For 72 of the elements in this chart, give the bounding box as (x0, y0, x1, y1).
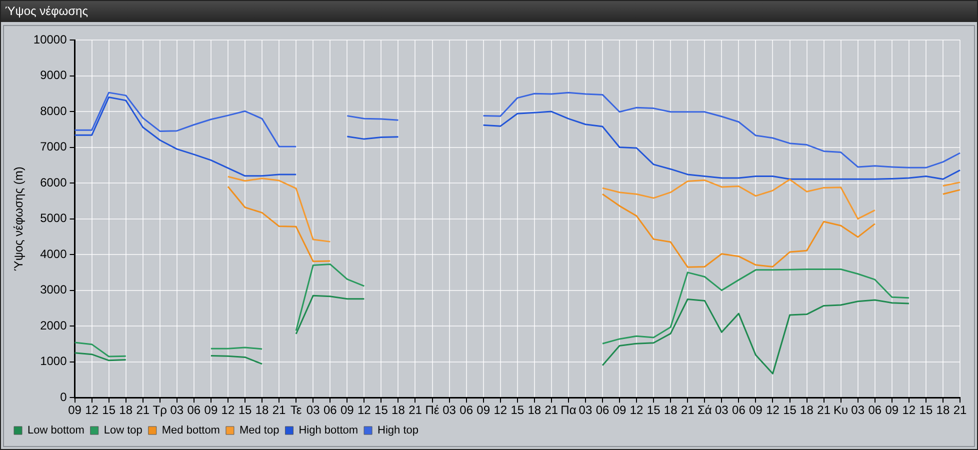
x-tick-label: 06 (732, 403, 746, 418)
x-tick-label: 18 (255, 403, 270, 418)
x-tick-label: 06 (596, 403, 610, 418)
x-tick-label: 12 (357, 403, 372, 418)
y-tick-label: 6000 (40, 175, 68, 190)
x-tick-label: 06 (868, 403, 882, 418)
x-tick-label: 09 (476, 403, 490, 418)
y-tick-label: 3000 (40, 282, 68, 297)
x-tick-label: Τε (290, 403, 302, 418)
x-tick-label: 21 (544, 403, 558, 418)
x-tick-label: 18 (664, 403, 678, 418)
y-tick-label: 2000 (40, 318, 68, 332)
x-tick-label: 21 (408, 403, 422, 418)
x-tick-label: 12 (221, 403, 235, 418)
x-tick-label: Σά (697, 403, 712, 418)
legend-label: Med top (239, 424, 280, 437)
legend-label: High top (378, 424, 419, 437)
legend-label: Low bottom (28, 424, 84, 437)
x-tick-label: 15 (238, 403, 252, 418)
x-tick-label: 21 (817, 403, 831, 418)
x-tick-label: 09 (68, 403, 82, 418)
x-tick-label: 15 (646, 403, 661, 418)
x-tick-label: 09 (612, 403, 627, 418)
x-tick-label: 18 (119, 403, 133, 418)
x-tick-label: 15 (783, 403, 797, 418)
legend-label: High bottom (298, 424, 358, 437)
x-tick-label: Κυ (834, 403, 848, 418)
y-tick-label: 8000 (40, 104, 68, 118)
x-tick-label: 15 (510, 403, 524, 418)
x-tick-label: 21 (272, 403, 286, 418)
x-tick-label: 21 (136, 403, 150, 418)
x-tick-label: Πέ (425, 403, 440, 418)
x-tick-label: 15 (374, 403, 388, 418)
x-tick-label: 21 (680, 403, 695, 418)
x-tick-label: 12 (85, 403, 99, 418)
x-tick-label: 09 (340, 403, 354, 418)
y-tick-label: 5000 (40, 211, 68, 226)
y-tick-label: 1000 (40, 354, 68, 368)
x-tick-label: 09 (885, 403, 899, 418)
y-tick-label: 0 (60, 390, 68, 404)
chart-title: Ύψος νέφωσης (1, 1, 977, 22)
x-tick-label: 03 (578, 403, 592, 418)
y-tick-label: 9000 (40, 68, 68, 82)
x-tick-label: 12 (902, 403, 916, 418)
x-tick-label: 09 (749, 403, 763, 418)
x-tick-label: 06 (323, 403, 338, 418)
legend-label: Low top (104, 424, 142, 437)
x-tick-label: 06 (187, 403, 201, 418)
x-tick-label: 15 (919, 403, 933, 418)
x-tick-label: 18 (800, 403, 814, 418)
x-tick-label: 03 (442, 403, 456, 418)
x-tick-label: 03 (714, 403, 729, 418)
y-tick-label: 4000 (40, 246, 68, 261)
x-tick-label: 18 (392, 403, 406, 418)
x-tick-label: 18 (528, 403, 542, 418)
x-tick-label: 12 (494, 403, 508, 418)
x-tick-label: 18 (936, 403, 950, 418)
x-tick-label: 12 (630, 403, 644, 418)
y-axis-title: Ύψος νέφωσης (m) (12, 166, 26, 271)
y-tick-label: 7000 (40, 140, 68, 154)
x-tick-label: 06 (460, 403, 474, 418)
x-tick-label: Τρ (152, 403, 168, 418)
x-tick-label: 03 (851, 403, 865, 418)
x-tick-label: 12 (766, 403, 780, 418)
legend-label: Med bottom (162, 424, 220, 437)
x-tick-label: Πα (560, 403, 576, 418)
x-tick-label: 03 (170, 403, 184, 418)
x-tick-label: 21 (953, 403, 967, 418)
x-tick-label: 09 (204, 403, 218, 418)
x-tick-label: 15 (102, 403, 116, 418)
x-tick-label: 03 (306, 403, 320, 418)
y-tick-label: 10000 (33, 32, 68, 46)
